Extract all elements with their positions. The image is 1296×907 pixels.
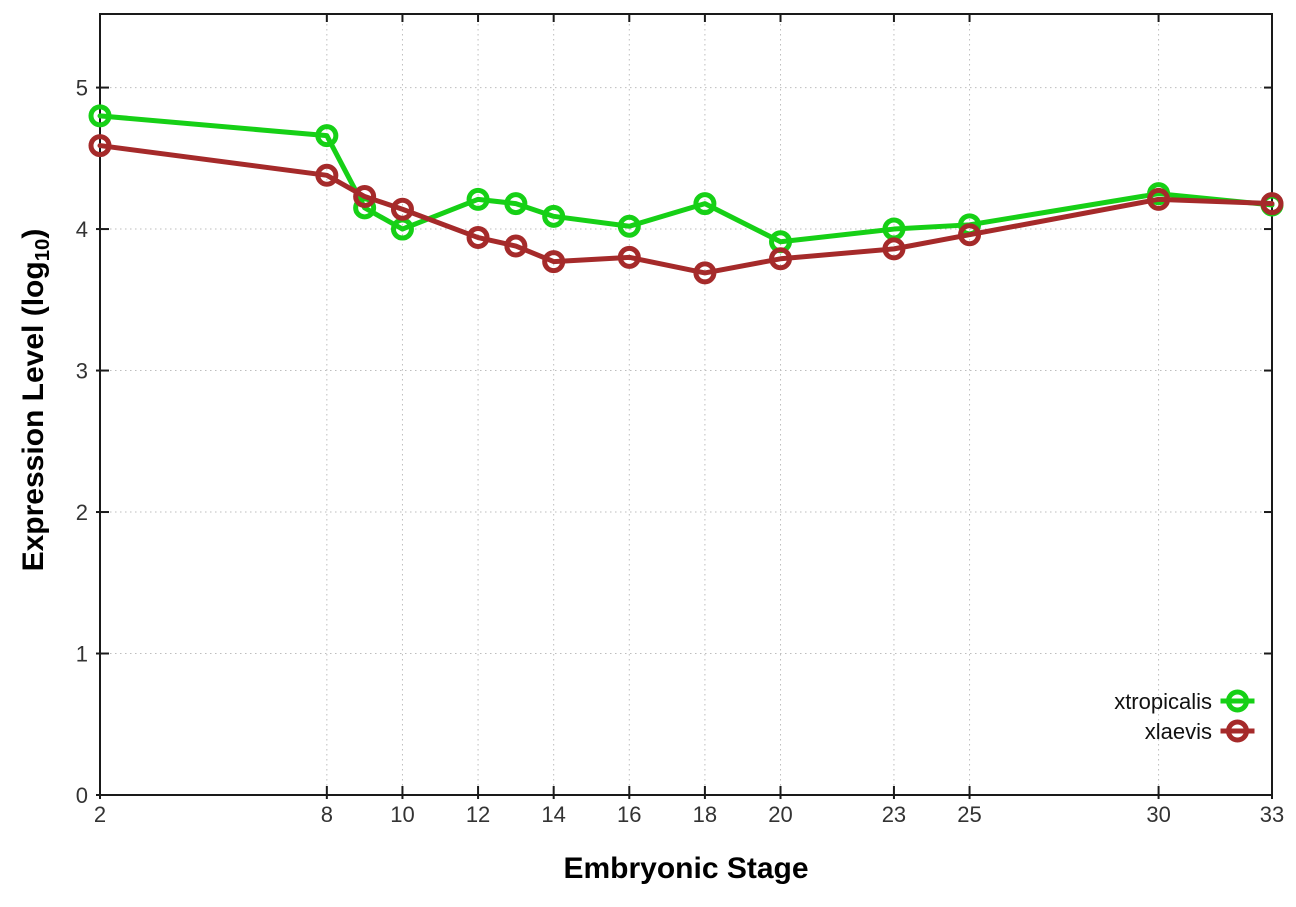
x-tick-label: 18 bbox=[693, 802, 717, 827]
data-point-xtropicalis bbox=[693, 192, 717, 216]
x-tick-label: 20 bbox=[768, 802, 792, 827]
data-point-xlaevis bbox=[882, 237, 906, 261]
x-tick-label: 30 bbox=[1146, 802, 1170, 827]
legend-label-xlaevis: xlaevis bbox=[1145, 719, 1212, 744]
y-axis-title-text: Expression Level (log bbox=[17, 261, 51, 572]
data-point-xtropicalis bbox=[315, 124, 339, 148]
y-axis-title-close: ) bbox=[17, 228, 51, 239]
y-axis-title-subscript: 10 bbox=[31, 238, 54, 262]
legend-marker-xlaevis bbox=[1226, 719, 1249, 743]
data-point-xlaevis bbox=[390, 197, 414, 221]
y-tick-label: 1 bbox=[76, 642, 88, 667]
x-tick-label: 14 bbox=[541, 802, 565, 827]
x-tick-label: 25 bbox=[957, 802, 981, 827]
data-point-xlaevis bbox=[1260, 192, 1284, 216]
y-tick-label: 2 bbox=[76, 500, 88, 525]
x-tick-label: 2 bbox=[94, 802, 106, 827]
data-point-xtropicalis bbox=[504, 192, 528, 216]
data-point-xlaevis bbox=[958, 223, 982, 247]
x-tick-label: 12 bbox=[466, 802, 490, 827]
data-point-xtropicalis bbox=[542, 204, 566, 228]
y-tick-label: 4 bbox=[76, 217, 88, 242]
y-axis-title: Expression Level (log10) bbox=[17, 229, 55, 572]
series-line-xtropicalis bbox=[97, 113, 1275, 245]
x-axis-title: Embryonic Stage bbox=[563, 852, 809, 885]
legend-label-xtropicalis: xtropicalis bbox=[1114, 689, 1212, 714]
data-point-xtropicalis bbox=[88, 104, 112, 128]
data-point-xlaevis bbox=[504, 234, 528, 258]
y-tick-label: 5 bbox=[76, 76, 88, 101]
x-tick-label: 8 bbox=[321, 802, 333, 827]
data-point-xlaevis bbox=[1147, 187, 1171, 211]
y-tick-label: 3 bbox=[76, 359, 88, 384]
data-point-xlaevis bbox=[542, 250, 566, 274]
data-point-xlaevis bbox=[769, 247, 793, 271]
data-point-xlaevis bbox=[88, 134, 112, 158]
data-point-xlaevis bbox=[466, 226, 490, 250]
x-tick-label: 16 bbox=[617, 802, 641, 827]
y-tick-label: 0 bbox=[76, 783, 88, 808]
data-point-xlaevis bbox=[315, 163, 339, 187]
data-point-xtropicalis bbox=[466, 187, 490, 211]
legend-marker-xtropicalis bbox=[1226, 689, 1249, 713]
x-tick-label: 10 bbox=[390, 802, 414, 827]
plot-border bbox=[99, 13, 1273, 796]
x-tick-label: 33 bbox=[1260, 802, 1284, 827]
data-point-xlaevis bbox=[353, 185, 377, 209]
x-tick-label: 23 bbox=[882, 802, 906, 827]
data-point-xlaevis bbox=[617, 245, 641, 269]
data-point-xlaevis bbox=[693, 261, 717, 285]
data-point-xtropicalis bbox=[617, 214, 641, 238]
